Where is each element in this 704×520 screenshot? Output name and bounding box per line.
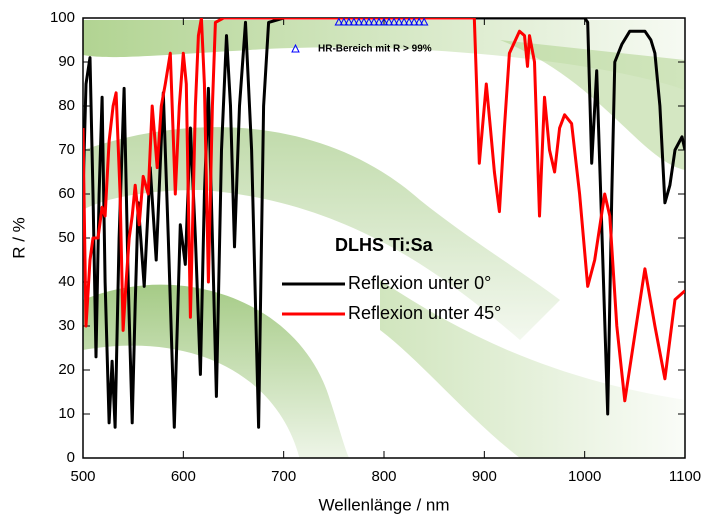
y-tick-label: 20 (58, 361, 75, 378)
triangle-marker (409, 17, 419, 26)
line (83, 18, 685, 403)
legend-label: HR-Bereich mit R > 99% (318, 44, 432, 55)
triangle-marker (354, 17, 364, 26)
y-tick-label: 60 (58, 185, 75, 202)
y-tick-label: 100 (50, 9, 75, 26)
triangle-marker (404, 17, 414, 26)
triangle-marker (369, 17, 379, 26)
y-tick-label: 40 (58, 273, 75, 290)
triangle-marker (384, 17, 394, 26)
triangle-marker (389, 17, 399, 26)
y-tick-label: 70 (58, 141, 75, 158)
triangle-marker (374, 17, 384, 26)
triangle-marker (359, 17, 369, 26)
y-tick-label: 80 (58, 97, 75, 114)
x-tick-label: 1000 (568, 468, 601, 485)
x-tick-label: 500 (70, 468, 95, 485)
triangle-marker (414, 17, 424, 26)
legend-title: DLHS Ti:Sa (335, 235, 434, 255)
triangle-marker (349, 17, 359, 26)
triangle-marker (344, 17, 354, 26)
legend-swatch (291, 43, 300, 53)
legend-label: Reflexion unter 45° (348, 303, 501, 323)
triangle-marker (379, 17, 389, 26)
legend-label: Reflexion unter 0° (348, 273, 491, 293)
x-tick-label: 900 (472, 468, 497, 485)
triangle-marker (334, 17, 344, 26)
y-axis-label: R / % (9, 217, 28, 259)
x-tick-label: 700 (271, 468, 296, 485)
y-tick-label: 30 (58, 317, 75, 334)
x-tick-label: 800 (371, 468, 396, 485)
y-tick-label: 10 (58, 405, 75, 422)
triangle-marker (364, 17, 374, 26)
triangle-marker (399, 17, 409, 26)
y-tick-label: 0 (67, 449, 75, 466)
triangle-marker (339, 17, 349, 26)
triangle-marker (394, 17, 404, 26)
y-tick-label: 90 (58, 53, 75, 70)
series-group (83, 18, 685, 429)
y-tick-label: 50 (58, 229, 75, 246)
x-tick-label: 1100 (669, 468, 701, 485)
x-tick-label: 600 (171, 468, 196, 485)
line (83, 18, 685, 429)
triangle-marker (419, 17, 429, 26)
x-axis-label: Wellenlänge / nm (318, 495, 449, 514)
